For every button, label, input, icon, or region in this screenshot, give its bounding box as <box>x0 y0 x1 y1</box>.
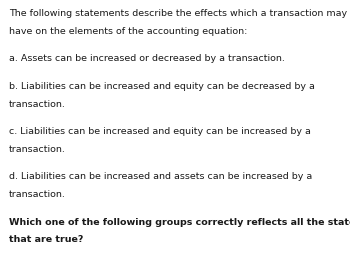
Text: transaction.: transaction. <box>9 100 66 109</box>
Text: have on the elements of the accounting equation:: have on the elements of the accounting e… <box>9 27 247 36</box>
Text: a. Assets can be increased or decreased by a transaction.: a. Assets can be increased or decreased … <box>9 54 285 63</box>
Text: b. Liabilities can be increased and equity can be decreased by a: b. Liabilities can be increased and equi… <box>9 82 315 91</box>
Text: transaction.: transaction. <box>9 190 66 199</box>
Text: that are true?: that are true? <box>9 235 83 244</box>
Text: d. Liabilities can be increased and assets can be increased by a: d. Liabilities can be increased and asse… <box>9 172 312 181</box>
Text: Which one of the following groups correctly reflects all the statements: Which one of the following groups correc… <box>9 218 350 227</box>
Text: transaction.: transaction. <box>9 145 66 154</box>
Text: c. Liabilities can be increased and equity can be increased by a: c. Liabilities can be increased and equi… <box>9 127 311 136</box>
Text: The following statements describe the effects which a transaction may: The following statements describe the ef… <box>9 9 347 18</box>
